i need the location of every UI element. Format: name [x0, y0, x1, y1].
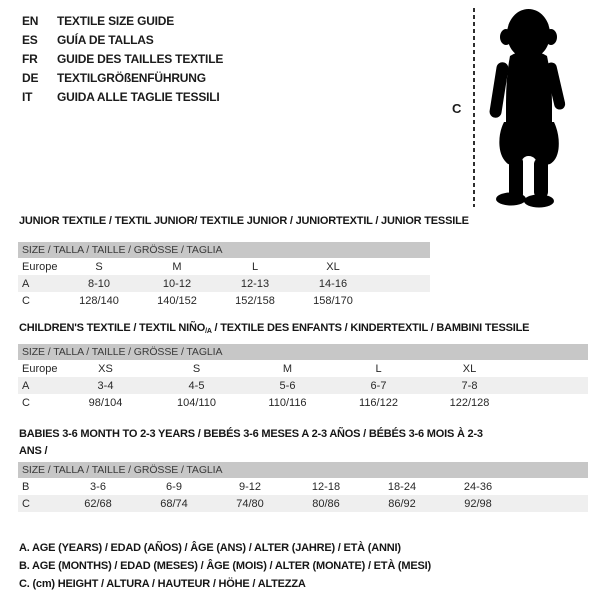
table-header-row: Europe XS S M L XL	[18, 360, 588, 377]
row-label: C	[22, 396, 30, 409]
row-label: A	[22, 379, 30, 392]
footnote-a: A. AGE (YEARS) / EDAD (AÑOS) / ÂGE (ANS)…	[19, 542, 401, 554]
language-row-en: EN TEXTILE SIZE GUIDE	[22, 12, 223, 31]
table-row-months: B 3-6 6-9 9-12 12-18 18-24 24-36	[18, 478, 588, 495]
value-cell: 8-10	[87, 277, 111, 290]
language-title-list: EN TEXTILE SIZE GUIDE ES GUÍA DE TALLAS FR…	[22, 12, 223, 107]
size-cell: S	[95, 260, 103, 273]
size-cell: L	[251, 260, 259, 273]
table-row-height: C 98/104 104/110 110/116 116/122 122/128	[18, 394, 588, 411]
spacer-cell	[515, 360, 588, 377]
size-header-bar: SIZE / TALLA / TAILLE / GRÖSSE / TAGLIA	[18, 242, 430, 258]
table-row-height: C 62/68 68/74 74/80 80/86 86/92 92/98	[18, 495, 588, 512]
spacer-cell	[515, 377, 588, 394]
table-header-row: Europe S M L XL	[18, 258, 430, 275]
junior-size-table: SIZE / TALLA / TAILLE / GRÖSSE / TAGLIA …	[18, 242, 430, 309]
row-label: B	[22, 480, 30, 493]
value-cell: 68/74	[160, 497, 188, 510]
children-title-subscript: /A	[205, 328, 212, 335]
value-cell: 14-16	[318, 277, 348, 290]
table-row-age: A 3-4 4-5 5-6 6-7 7-8	[18, 377, 588, 394]
value-cell: 152/158	[235, 294, 275, 307]
value-cell: 10-12	[162, 277, 192, 290]
row-label: C	[22, 497, 30, 510]
babies-title-line1: BABIES 3-6 MONTH TO 2-3 YEARS / BEBÉS 3-…	[19, 428, 483, 457]
size-cell: S	[192, 362, 201, 375]
value-cell: 5-6	[279, 379, 296, 392]
region-cell: Europe	[22, 362, 58, 375]
language-row-fr: FR GUIDE DES TAILLES TEXTILE	[22, 50, 223, 69]
language-title: GUIDA ALLE TAGLIE TESSILI	[57, 90, 220, 104]
spacer-cell	[515, 394, 588, 411]
value-cell: 3-6	[90, 480, 106, 493]
children-title-suffix: / TEXTILE DES ENFANTS / KINDERTEXTIL / B…	[211, 322, 530, 334]
language-title: TEXTILE SIZE GUIDE	[57, 14, 175, 28]
value-cell: 122/128	[449, 396, 490, 409]
value-cell: 24-36	[463, 480, 493, 493]
size-cell: XL	[462, 362, 477, 375]
language-title: GUIDE DES TAILLES TEXTILE	[57, 52, 224, 66]
value-cell: 98/104	[88, 396, 123, 409]
children-section-title: CHILDREN'S TEXTILE / TEXTIL NIÑO/A / TEX…	[19, 322, 530, 335]
row-label: A	[22, 277, 30, 290]
value-cell: 12-18	[311, 480, 341, 493]
size-cell: XS	[98, 362, 113, 375]
language-title: GUÍA DE TALLAS	[57, 33, 154, 47]
value-cell: 18-24	[387, 480, 417, 493]
language-code: IT	[22, 90, 33, 104]
spacer-cell	[372, 258, 430, 275]
legend-footnotes: A. AGE (YEARS) / EDAD (AÑOS) / ÂGE (ANS)…	[19, 539, 431, 593]
size-header-bar: SIZE / TALLA / TAILLE / GRÖSSE / TAGLIA	[18, 462, 588, 478]
toddler-silhouette-image	[489, 9, 566, 208]
table-row-height: C 128/140 140/152 152/158 158/170	[18, 292, 430, 309]
table-row-age: A 8-10 10-12 12-13 14-16	[18, 275, 430, 292]
height-measure-dashed-line	[473, 8, 475, 207]
value-cell: 104/110	[177, 396, 216, 409]
language-code: EN	[22, 14, 39, 28]
language-code: ES	[22, 33, 38, 47]
value-cell: 12-13	[240, 277, 270, 290]
language-title: TEXTILGRÖßENFÜHRUNG	[57, 71, 206, 85]
language-code: FR	[22, 52, 38, 66]
value-cell: 158/170	[313, 294, 353, 307]
value-cell: 7-8	[461, 379, 478, 392]
spacer-cell	[516, 478, 588, 495]
value-cell: 74/80	[236, 497, 264, 510]
row-label: C	[22, 294, 30, 307]
language-row-de: DE TEXTILGRÖßENFÜHRUNG	[22, 69, 223, 88]
babies-size-table: SIZE / TALLA / TAILLE / GRÖSSE / TAGLIA …	[18, 462, 588, 512]
value-cell: 128/140	[79, 294, 119, 307]
language-row-it: IT GUIDA ALLE TAGLIE TESSILI	[22, 88, 223, 107]
value-cell: 3-4	[97, 379, 114, 392]
size-cell: M	[282, 362, 293, 375]
language-row-es: ES GUÍA DE TALLAS	[22, 31, 223, 50]
value-cell: 116/122	[359, 396, 398, 409]
region-cell: Europe	[22, 260, 58, 273]
footnote-b: B. AGE (MONTHS) / EDAD (MESES) / ÂGE (MO…	[19, 560, 431, 572]
children-size-table: SIZE / TALLA / TAILLE / GRÖSSE / TAGLIA …	[18, 344, 588, 411]
height-label-c: C	[452, 101, 462, 116]
language-code: DE	[22, 71, 39, 85]
value-cell: 9-12	[238, 480, 262, 493]
value-cell: 6-9	[166, 480, 182, 493]
value-cell: 140/152	[157, 294, 197, 307]
value-cell: 6-7	[370, 379, 387, 392]
size-header-bar: SIZE / TALLA / TAILLE / GRÖSSE / TAGLIA	[18, 344, 588, 360]
size-cell: L	[375, 362, 382, 375]
value-cell: 62/68	[84, 497, 112, 510]
value-cell: 92/98	[464, 497, 492, 510]
value-cell: 80/86	[312, 497, 340, 510]
value-cell: 4-5	[188, 379, 205, 392]
value-cell: 86/92	[388, 497, 416, 510]
spacer-cell	[372, 275, 430, 292]
children-title-prefix: CHILDREN'S TEXTILE / TEXTIL NIÑO	[19, 322, 206, 334]
junior-section-title: JUNIOR TEXTILE / TEXTIL JUNIOR/ TEXTILE …	[19, 215, 469, 227]
value-cell: 110/116	[268, 396, 307, 409]
size-cell: M	[172, 260, 182, 273]
size-cell: XL	[326, 260, 340, 273]
footnote-c: C. (cm) HEIGHT / ALTURA / HAUTEUR / HÖHE…	[19, 578, 306, 590]
spacer-cell	[516, 495, 588, 512]
spacer-cell	[372, 292, 430, 309]
